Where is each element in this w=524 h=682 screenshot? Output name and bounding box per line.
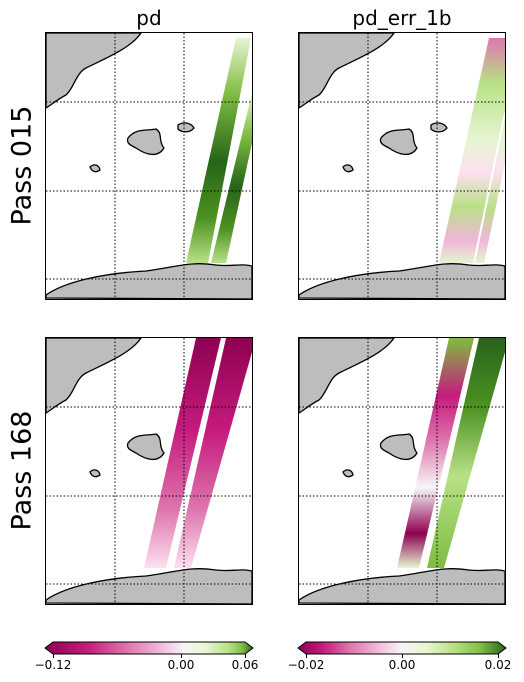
map-canvas xyxy=(299,338,505,604)
colorbar-pd-tick xyxy=(181,654,182,658)
satellite-swaths xyxy=(186,38,252,263)
colorbar-pd-tick xyxy=(53,654,54,658)
map-pd-err-1b-pass-168 xyxy=(298,337,506,605)
colorbar-pd xyxy=(44,641,254,655)
colorbar-pd-err-1b-tick-label-min: −0.02 xyxy=(287,658,325,672)
column-title-pd: pd xyxy=(136,6,162,30)
satellite-swaths xyxy=(439,38,505,264)
colorbar-pd-err-1b-tick xyxy=(498,654,499,658)
map-canvas xyxy=(299,33,505,299)
gridlines xyxy=(299,33,505,299)
column-title-pd-err-1b: pd_err_1b xyxy=(352,6,452,30)
map-pd-pass-015 xyxy=(45,32,253,300)
colorbar-pd-tick-label-max: 0.06 xyxy=(231,658,259,672)
colorbar-pd-tick-label-min: −0.12 xyxy=(34,658,72,672)
land-layer xyxy=(299,33,505,299)
gridlines xyxy=(46,338,252,604)
map-pd-pass-168 xyxy=(45,337,253,605)
colorbar-pd-err-1b-tick xyxy=(402,654,403,658)
colorbar-pd-err-1b-tick-label-max: 0.02 xyxy=(484,658,512,672)
gridlines xyxy=(46,33,252,299)
colorbar-pd-tick xyxy=(245,654,246,658)
map-canvas xyxy=(46,338,252,604)
land-layer xyxy=(46,338,252,604)
land-layer xyxy=(46,33,252,299)
gridlines xyxy=(299,338,505,604)
map-pd-err-1b-pass-015 xyxy=(298,32,506,300)
colorbar-pd-err-1b xyxy=(297,641,507,655)
map-canvas xyxy=(46,33,252,299)
satellite-swaths xyxy=(144,338,252,568)
colorbar-pd-err-1b-tick xyxy=(306,654,307,658)
satellite-swaths xyxy=(397,338,505,568)
colorbar-pd-err-1b-tick-label-zero: 0.00 xyxy=(388,658,416,672)
row-label-pass-168: Pass 168 xyxy=(6,410,38,531)
colorbar-pd-tick-label-zero: 0.00 xyxy=(167,658,195,672)
row-label-pass-015: Pass 015 xyxy=(6,105,38,226)
